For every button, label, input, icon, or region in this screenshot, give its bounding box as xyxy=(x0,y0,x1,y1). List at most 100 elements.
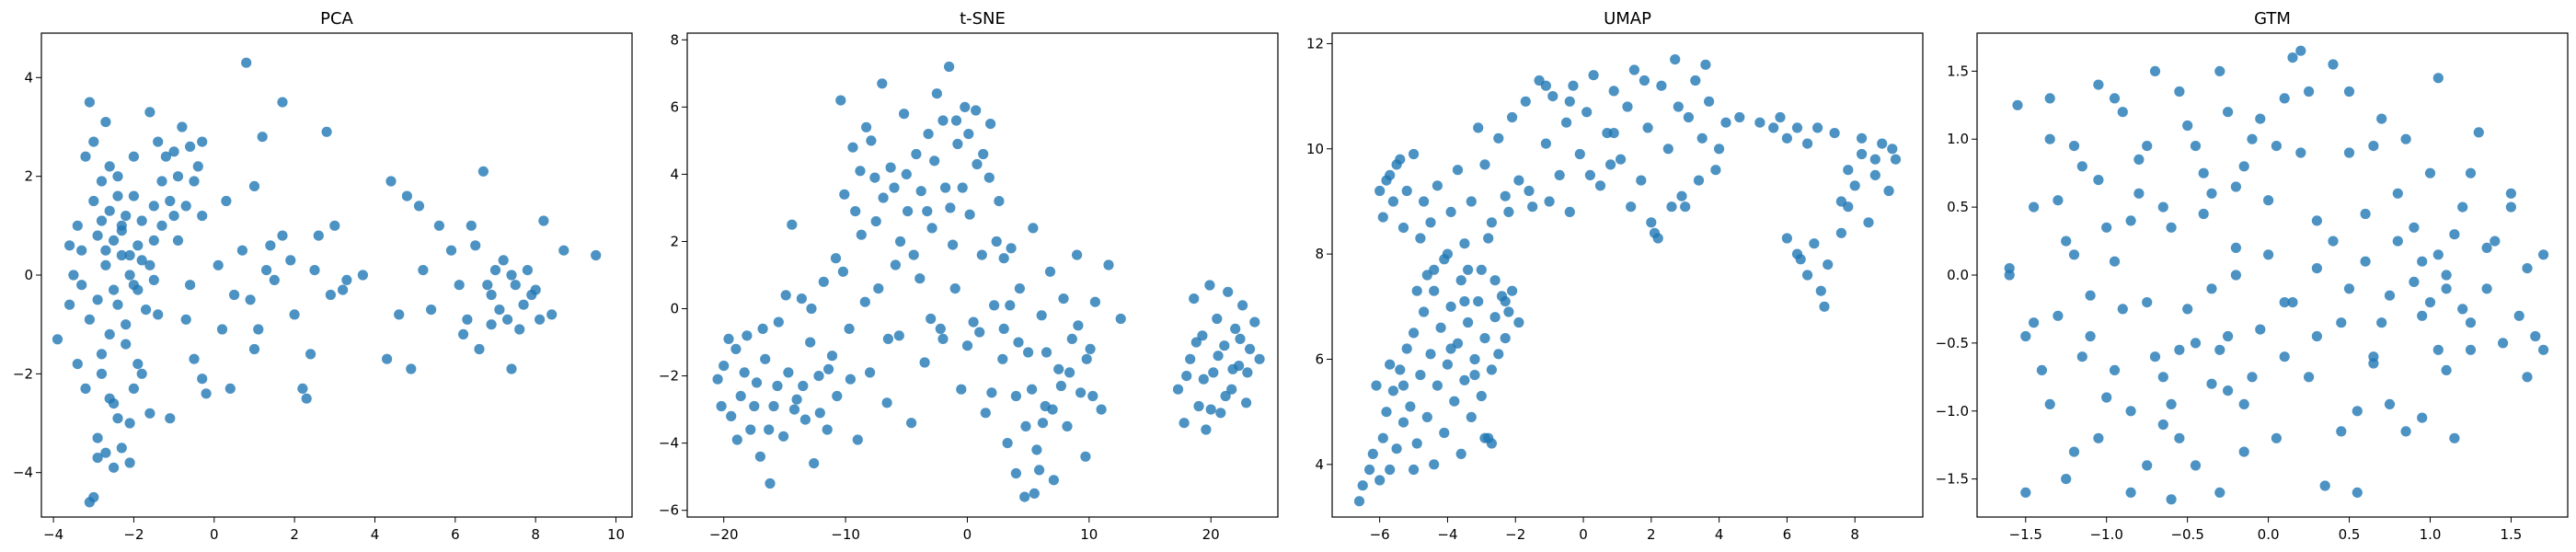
data-point xyxy=(1087,390,1098,402)
data-point xyxy=(92,230,103,241)
data-point xyxy=(1419,196,1430,207)
data-point xyxy=(88,195,99,207)
data-point xyxy=(2352,406,2363,417)
data-point xyxy=(1044,266,1056,277)
data-point xyxy=(2441,364,2452,375)
data-point xyxy=(2182,120,2193,132)
data-point xyxy=(2053,195,2064,206)
data-point xyxy=(144,408,155,419)
data-point xyxy=(261,265,272,276)
data-point xyxy=(2279,351,2290,362)
data-point xyxy=(1041,347,1052,358)
data-point xyxy=(1432,180,1443,191)
data-point xyxy=(971,105,982,116)
data-point xyxy=(764,424,775,435)
chart-title: t-SNE xyxy=(960,9,1006,29)
data-point xyxy=(2417,412,2428,423)
data-point xyxy=(1429,285,1440,296)
data-point xyxy=(1189,293,1200,305)
data-point xyxy=(1241,397,1252,408)
plot-frame xyxy=(686,32,1279,518)
data-point xyxy=(104,205,115,216)
data-point xyxy=(1690,75,1701,86)
data-point xyxy=(1377,432,1388,443)
data-point xyxy=(2068,141,2080,152)
data-point xyxy=(915,186,926,197)
x-tick-label: −2 xyxy=(1505,526,1525,543)
data-point xyxy=(1720,117,1731,128)
data-point xyxy=(522,265,534,276)
data-point xyxy=(1693,175,1705,186)
data-point xyxy=(514,324,525,335)
data-point xyxy=(2263,195,2274,206)
x-tick-label: −1.5 xyxy=(2009,526,2042,543)
data-point xyxy=(2174,432,2185,443)
data-point xyxy=(1666,201,1677,213)
data-point xyxy=(768,400,779,412)
data-point xyxy=(788,404,800,415)
data-point xyxy=(983,172,995,183)
data-point xyxy=(1513,175,1524,186)
data-point xyxy=(976,249,987,260)
y-tick-label: −4 xyxy=(659,435,679,452)
y-tick-label: −2 xyxy=(659,368,679,385)
data-point xyxy=(866,135,877,146)
data-point xyxy=(2044,133,2055,144)
data-point xyxy=(2109,364,2121,375)
data-point xyxy=(1857,132,1868,144)
data-point xyxy=(305,349,316,360)
data-point xyxy=(1391,443,1402,454)
data-point xyxy=(1249,316,1260,328)
data-point xyxy=(980,408,991,419)
data-point xyxy=(1421,411,1432,422)
data-point xyxy=(2004,263,2015,274)
data-point xyxy=(1636,175,1647,186)
chart-title: GTM xyxy=(2254,9,2291,29)
data-point xyxy=(144,107,155,118)
data-point xyxy=(2255,113,2266,124)
data-point xyxy=(881,397,892,408)
data-point xyxy=(1397,222,1409,234)
data-point xyxy=(477,166,489,177)
data-point xyxy=(2304,372,2315,383)
data-point xyxy=(382,353,393,364)
data-point xyxy=(2457,304,2468,315)
data-point xyxy=(2166,222,2177,233)
data-point xyxy=(2538,249,2549,260)
data-point xyxy=(1479,333,1490,344)
data-point xyxy=(861,121,872,132)
data-point xyxy=(926,313,937,325)
y-tick-label: 8 xyxy=(670,31,679,48)
data-point xyxy=(885,162,896,173)
data-point xyxy=(2279,93,2290,104)
data-point xyxy=(100,259,111,270)
data-point xyxy=(1439,427,1450,439)
data-point xyxy=(76,280,87,291)
data-point xyxy=(873,283,884,294)
data-point xyxy=(997,353,1008,364)
x-tick-label: 8 xyxy=(1850,526,1859,543)
data-point xyxy=(2263,249,2274,260)
data-point xyxy=(1010,467,1021,479)
data-point xyxy=(1469,370,1480,381)
data-point xyxy=(88,136,99,147)
data-point xyxy=(2343,147,2355,158)
data-point xyxy=(922,206,933,217)
data-point xyxy=(1524,185,1535,197)
data-point xyxy=(180,314,191,325)
data-point xyxy=(772,380,783,392)
y-tick-label: 12 xyxy=(1306,35,1324,52)
data-point xyxy=(136,255,147,266)
data-point xyxy=(2376,317,2387,328)
data-point xyxy=(109,235,120,246)
data-point xyxy=(2068,446,2080,457)
x-tick-label: 6 xyxy=(1783,526,1792,543)
data-point xyxy=(937,115,949,126)
data-point xyxy=(1227,363,1238,374)
data-point xyxy=(749,400,760,412)
data-point xyxy=(903,206,914,217)
data-point xyxy=(986,387,997,398)
data-point xyxy=(285,255,296,266)
data-point xyxy=(321,126,332,137)
